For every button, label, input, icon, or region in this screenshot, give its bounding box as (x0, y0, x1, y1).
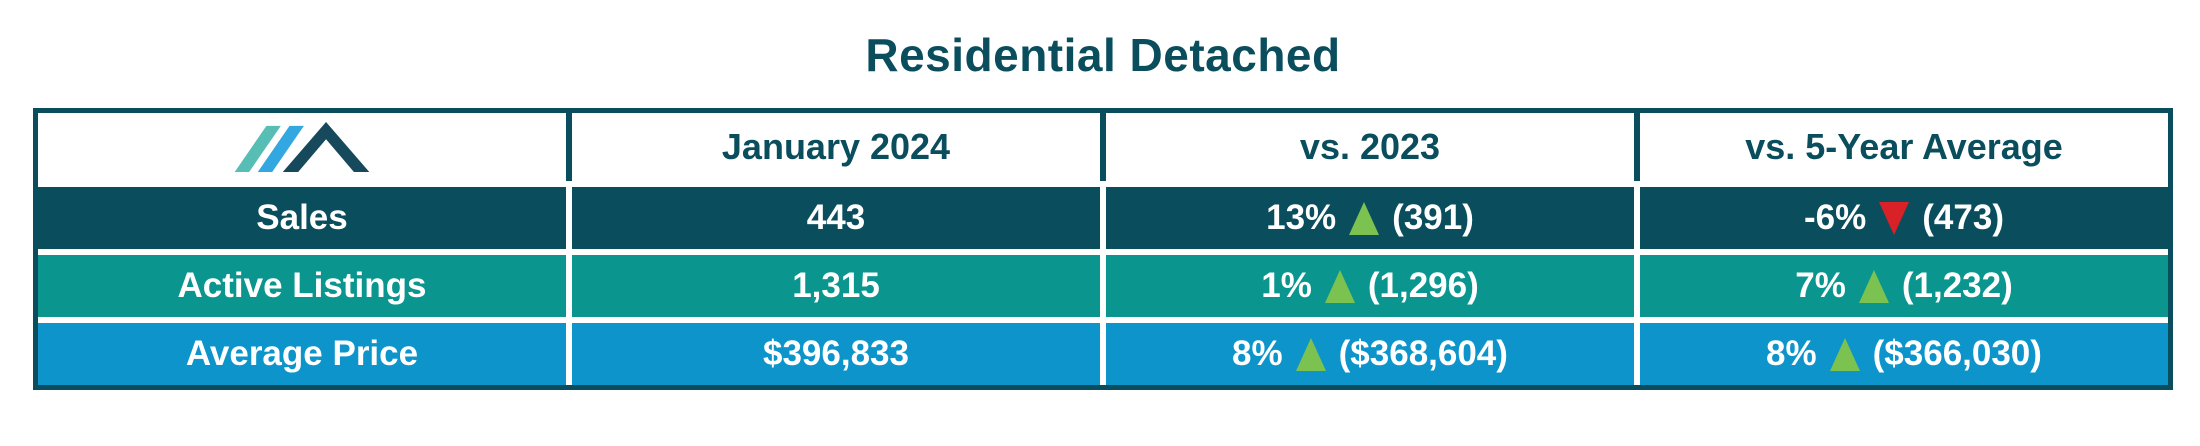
trend-up-icon (1349, 201, 1380, 235)
table-header-row: January 2024 vs. 2023 vs. 5-Year Average (38, 113, 2168, 181)
active-listings-vs-2023-cell: 1% (1,296) (1106, 255, 1640, 317)
active-listings-current-value: 1,315 (572, 255, 1106, 317)
row-label-sales: Sales (38, 187, 572, 249)
reference-value: (1,232) (1901, 266, 2013, 305)
percent-change: 13% (1266, 198, 1337, 237)
reference-value: (473) (1922, 198, 2004, 237)
trend-up-icon (1858, 269, 1889, 303)
trend-up-icon (1829, 337, 1860, 371)
average-price-vs-5yr-cell: 8% ($366,030) (1640, 323, 2168, 385)
row-label-average-price: Average Price (38, 323, 572, 385)
table-row-active-listings: Active Listings 1,315 1% (1,296) 7% (1,2… (38, 249, 2168, 317)
percent-change: -6% (1804, 198, 1867, 237)
table-row-average-price: Average Price $396,833 8% ($368,604) 8% … (38, 317, 2168, 385)
trend-down-icon (1879, 201, 1910, 235)
percent-change: 8% (1232, 334, 1283, 373)
row-label-active-listings: Active Listings (38, 255, 572, 317)
sales-current-value: 443 (572, 187, 1106, 249)
reference-value: ($368,604) (1338, 334, 1508, 373)
column-header-vs-5yr: vs. 5-Year Average (1640, 113, 2168, 181)
sales-vs-2023-cell: 13% (391) (1106, 187, 1640, 249)
reference-value: ($366,030) (1872, 334, 2042, 373)
reference-value: (1,296) (1367, 266, 1479, 305)
average-price-vs-2023-cell: 8% ($368,604) (1106, 323, 1640, 385)
reference-value: (391) (1392, 198, 1474, 237)
percent-change: 8% (1766, 334, 1817, 373)
percent-change: 7% (1795, 266, 1846, 305)
trend-up-icon (1295, 337, 1326, 371)
table-row-sales: Sales 443 13% (391) -6% (473) (38, 181, 2168, 249)
column-header-vs-2023: vs. 2023 (1106, 113, 1640, 181)
brand-logo (38, 113, 572, 181)
active-listings-vs-5yr-cell: 7% (1,232) (1640, 255, 2168, 317)
trend-up-icon (1324, 269, 1355, 303)
sales-vs-5yr-cell: -6% (473) (1640, 187, 2168, 249)
roofline-logo-icon (234, 122, 370, 172)
stats-table: January 2024 vs. 2023 vs. 5-Year Average… (33, 108, 2173, 390)
average-price-current-value: $396,833 (572, 323, 1106, 385)
page-title: Residential Detached (865, 29, 1341, 81)
column-header-period: January 2024 (572, 113, 1106, 181)
percent-change: 1% (1261, 266, 1312, 305)
